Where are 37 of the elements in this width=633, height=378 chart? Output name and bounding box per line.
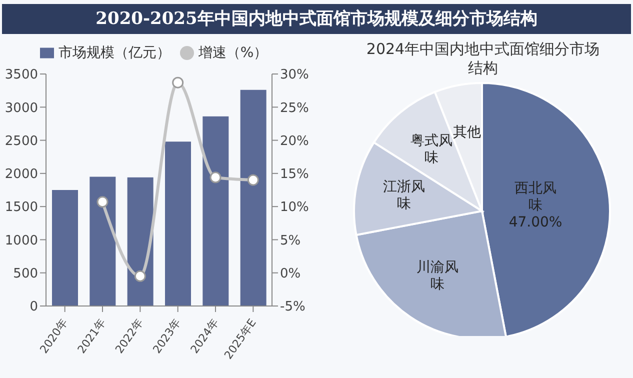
y2-tick-label: 30% xyxy=(280,68,309,83)
slice-label: 江浙风味 xyxy=(383,179,426,212)
y2-tick-label: -5% xyxy=(280,300,306,315)
y-tick-label: 2000 xyxy=(4,167,38,182)
bar xyxy=(90,176,116,306)
slice-label: 西北风味 xyxy=(514,180,557,214)
legend-label: 市场规模（亿元） xyxy=(58,45,170,61)
y2-tick-label: 15% xyxy=(280,167,309,182)
y2-tick-label: 20% xyxy=(280,134,309,149)
y2-tick-label: 5% xyxy=(280,233,301,248)
point xyxy=(172,76,184,88)
y2-tick-label: 10% xyxy=(280,200,309,216)
bar xyxy=(165,142,191,306)
slice-label: 粤式风味 xyxy=(410,132,452,166)
bar xyxy=(52,190,78,306)
y-tick-label: 500 xyxy=(13,266,38,282)
point xyxy=(210,172,222,184)
text: 2020-2025年中国内地中式面馆市场规模及细分市场结构 xyxy=(2,4,631,34)
legend-label: 增速（%） xyxy=(198,45,268,61)
y-tick-label: 1500 xyxy=(4,200,38,216)
y2-tick-label: 25% xyxy=(280,100,309,116)
point xyxy=(134,270,146,282)
slice-label: 其他 xyxy=(453,124,482,141)
point xyxy=(247,174,259,186)
data-label: 47.00% xyxy=(508,214,562,230)
slice-label: 川渝风味 xyxy=(416,260,458,293)
bar xyxy=(127,177,154,306)
y2-tick-label: 0% xyxy=(280,266,301,282)
y-tick-label: 3000 xyxy=(4,100,38,116)
point xyxy=(96,196,108,208)
y-tick-label: 2500 xyxy=(4,134,38,149)
bar xyxy=(202,116,229,306)
chart-title: 2024年中国内地中式面馆细分市场结构 xyxy=(365,40,601,78)
y-tick-label: 1000 xyxy=(4,233,38,248)
y-tick-label: 3500 xyxy=(4,68,38,83)
bar xyxy=(240,90,266,306)
y-tick-label: 0 xyxy=(30,300,38,315)
